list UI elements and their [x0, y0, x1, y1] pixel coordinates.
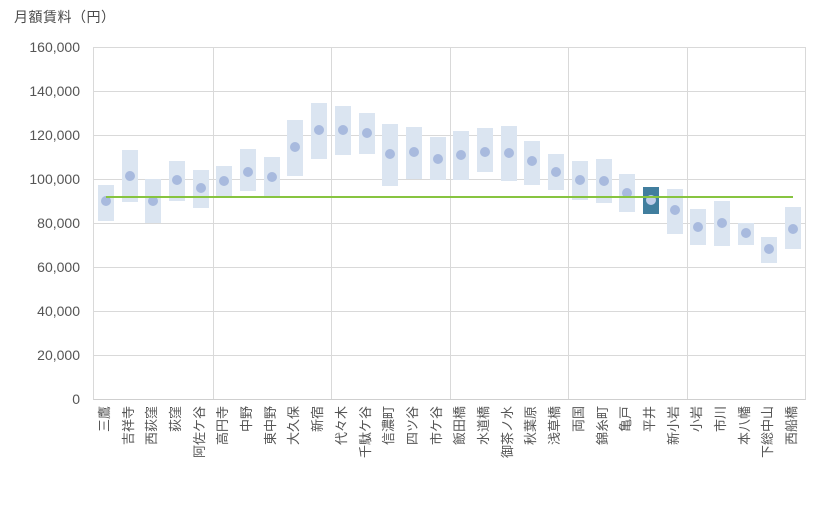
- y-tick-label: 120,000: [29, 127, 80, 143]
- y-tick-label: 20,000: [37, 347, 80, 363]
- x-tick-label-text: 西船橋: [784, 406, 800, 446]
- x-tick-label-text: 御茶ノ水: [499, 406, 515, 459]
- x-tick-label-text: 両国: [570, 406, 586, 433]
- x-tick-label-text: 水道橋: [476, 406, 492, 446]
- y-tick-label: 160,000: [29, 39, 80, 55]
- median-dot-highlighted: [645, 194, 656, 205]
- median-dot: [527, 156, 538, 167]
- reference-line: [105, 195, 794, 198]
- x-tick-label-text: 東中野: [262, 406, 278, 446]
- median-dot: [290, 142, 301, 153]
- median-dot: [740, 227, 751, 238]
- median-dot: [361, 127, 372, 138]
- median-dot: [598, 176, 609, 187]
- median-dot: [124, 170, 135, 181]
- gridline-vertical: [212, 47, 214, 399]
- x-tick-label-text: 浅草橋: [547, 406, 563, 446]
- plot-area: [93, 47, 806, 400]
- x-tick-label-text: 錦糸町: [594, 406, 610, 446]
- x-tick-label-text: 平井: [641, 406, 657, 433]
- median-dot: [408, 146, 419, 157]
- gridline-vertical: [568, 47, 569, 399]
- x-tick-label-text: 大久保: [286, 406, 302, 446]
- x-tick-label-text: 市ケ谷: [428, 406, 444, 446]
- x-tick-label-text: 秋葉原: [523, 406, 539, 446]
- y-tick-label: 80,000: [37, 215, 80, 231]
- median-dot: [243, 167, 254, 178]
- x-tick-label-text: 代々木: [333, 406, 349, 446]
- x-tick-label-text: 荻窪: [167, 406, 183, 433]
- x-tick-label-text: 吉祥寺: [120, 406, 136, 446]
- median-dot: [337, 124, 348, 135]
- gridline-vertical: [331, 47, 332, 399]
- x-tick-label-text: 本八幡: [736, 406, 752, 446]
- median-dot: [266, 171, 277, 182]
- y-tick-label: 60,000: [37, 259, 80, 275]
- y-tick-label: 0: [72, 391, 80, 407]
- median-dot: [480, 146, 491, 157]
- median-dot: [622, 188, 633, 199]
- x-tick-label-text: 市川: [713, 406, 729, 433]
- median-dot: [551, 167, 562, 178]
- x-tick-label-text: 三鷹: [96, 406, 112, 433]
- median-dot: [717, 218, 728, 228]
- x-tick-label-text: 飯田橋: [452, 406, 468, 446]
- gridline-vertical: [449, 47, 451, 399]
- chart-title: 月額賃料（円）: [14, 9, 116, 25]
- median-dot: [432, 154, 443, 165]
- median-dot: [100, 196, 111, 206]
- median-dot: [385, 148, 396, 159]
- x-tick-label-text: 中野: [239, 406, 255, 433]
- x-tick-label-text: 新宿: [310, 406, 326, 433]
- x-tick-label-text: 新小岩: [665, 406, 681, 446]
- x-tick-label-text: 千駄ケ谷: [357, 406, 373, 459]
- x-tick-label-text: 下総中山: [760, 406, 776, 459]
- x-tick-label-text: 高円寺: [215, 406, 231, 446]
- median-dot: [456, 149, 467, 160]
- median-dot: [219, 176, 230, 187]
- x-tick-label-text: 西荻窪: [144, 406, 160, 446]
- y-tick-label: 40,000: [37, 303, 80, 319]
- median-dot: [503, 147, 514, 158]
- x-tick-label-text: 阿佐ケ谷: [191, 406, 207, 459]
- median-dot: [693, 222, 704, 233]
- y-tick-label: 140,000: [29, 83, 80, 99]
- median-dot: [788, 223, 799, 234]
- x-tick-label-text: 亀戸: [618, 406, 634, 433]
- x-tick-label-text: 四ツ谷: [404, 406, 420, 446]
- median-dot: [574, 175, 585, 186]
- gridline-vertical: [686, 47, 688, 399]
- median-dot: [195, 182, 206, 193]
- median-dot: [764, 244, 775, 255]
- median-dot: [171, 175, 182, 186]
- x-tick-label-text: 小岩: [689, 406, 705, 433]
- x-tick-label-text: 信濃町: [381, 406, 397, 446]
- median-dot: [314, 124, 325, 135]
- median-dot: [669, 204, 680, 215]
- median-dot: [148, 196, 159, 206]
- y-tick-label: 100,000: [29, 171, 80, 187]
